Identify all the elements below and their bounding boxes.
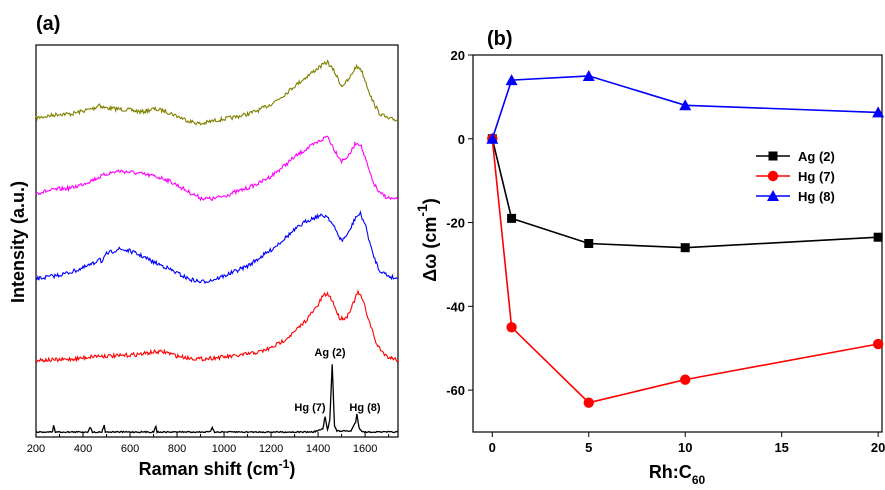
- x-tick-label: 600: [121, 443, 139, 455]
- x-tick-label: 200: [27, 443, 45, 455]
- x-tick-label: 400: [74, 443, 92, 455]
- legend-marker: [768, 151, 778, 161]
- data-point: [873, 232, 883, 242]
- x-tick-label: 1000: [212, 443, 236, 455]
- data-point: [680, 374, 691, 385]
- x-tick-label: 5: [585, 440, 592, 455]
- panel-a-raman-spectra: (a) 200 400 600 800 1000 1200 1400 1600 Hg (7) …: [8, 13, 399, 479]
- y-tick-label: 0: [458, 132, 465, 147]
- data-point: [872, 338, 884, 350]
- data-point: [506, 322, 517, 333]
- series-group: [486, 69, 885, 408]
- peak-label-hg8: Hg (8): [349, 402, 381, 414]
- data-point: [584, 239, 594, 248]
- panel-b-shift-plot: (b) 0 5 10 15 20 20 0 -20 -40 -60 Ag (2) Hg (7) Hg …: [414, 28, 885, 487]
- panel-a-label: (a): [36, 13, 60, 35]
- data-point: [872, 106, 885, 118]
- legend-label: Ag (2): [798, 149, 835, 164]
- spectrum-line: [35, 135, 399, 202]
- data-point: [679, 99, 692, 111]
- legend-label: Hg (7): [798, 169, 835, 184]
- x-tick-label: 15: [774, 440, 788, 455]
- x-tick-label: 1600: [353, 443, 377, 455]
- peak-label-hg7: Hg (7): [294, 402, 326, 414]
- x-tick-label: 1200: [259, 443, 283, 455]
- data-point: [486, 132, 499, 144]
- axis-ticks: 0 5 10 15 20 20 0 -20 -40 -60: [446, 48, 885, 455]
- data-point: [583, 397, 594, 408]
- y-tick-label: -20: [446, 216, 465, 231]
- x-tick-label: 1400: [306, 443, 330, 455]
- panel-b-label: (b): [487, 28, 513, 50]
- x-tick-label: 0: [489, 440, 496, 455]
- panel-a-frame: [35, 44, 399, 438]
- peak-label-ag2: Ag (2): [314, 347, 346, 359]
- spectrum-line: [35, 59, 399, 126]
- x-axis-title-b: Rh:C60: [649, 462, 706, 487]
- spectrum-line: [35, 364, 399, 434]
- legend-marker: [767, 190, 779, 201]
- y-axis-title-b: Δω (cm-1): [414, 198, 440, 282]
- legend-marker: [767, 170, 779, 182]
- spectrum-line: [35, 288, 399, 363]
- y-axis-title: Intensity (a.u.): [8, 181, 28, 303]
- data-point: [582, 69, 595, 81]
- x-tick-label: 10: [678, 440, 692, 455]
- data-point: [505, 74, 518, 86]
- y-tick-label: 20: [451, 48, 465, 63]
- legend: Ag (2) Hg (7) Hg (8): [756, 149, 835, 204]
- x-axis-title: Raman shift (cm-1): [139, 457, 296, 479]
- x-tick-label: 20: [871, 440, 885, 455]
- spectra-group: [35, 59, 399, 434]
- data-point: [680, 243, 690, 253]
- legend-label: Hg (8): [798, 189, 835, 204]
- panel-b-frame: [472, 54, 883, 433]
- y-tick-label: -40: [446, 299, 465, 314]
- x-tick-label: 800: [168, 443, 186, 455]
- data-point: [507, 213, 517, 223]
- x-axis-ticks: 200 400 600 800 1000 1200 1400 1600: [27, 432, 390, 455]
- y-tick-label: -60: [446, 383, 465, 398]
- spectrum-line: [36, 210, 399, 285]
